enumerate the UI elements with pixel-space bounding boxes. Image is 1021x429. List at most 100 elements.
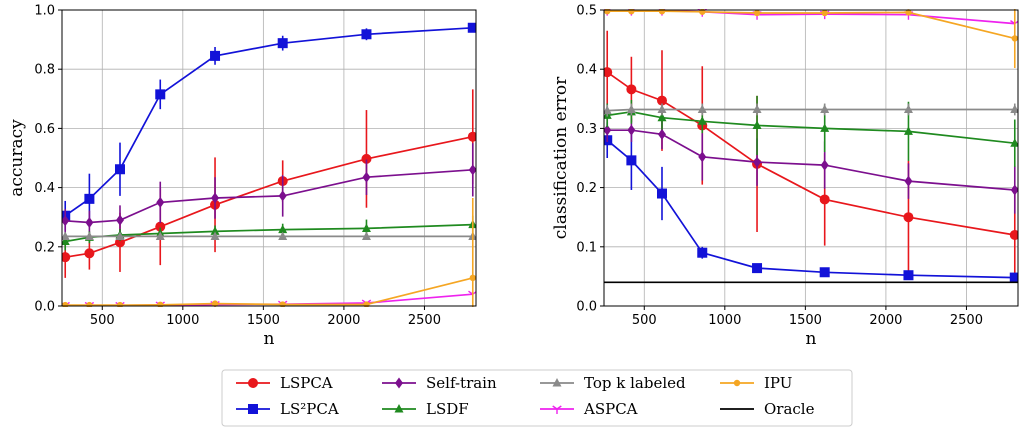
axes-frame (61, 9, 477, 307)
data-point (821, 9, 828, 17)
data-point (604, 9, 611, 15)
series-top-k-labeled (604, 103, 1018, 117)
series-line-top-k-labeled (607, 108, 1015, 112)
classification-error-chart: 500 1000 1500 2000 2500 0.0 0.1 0.2 0.3 0.4 0.5 n cl… (551, 4, 1019, 349)
data-point (697, 116, 707, 125)
data-point (84, 193, 95, 204)
data-point (903, 212, 914, 223)
x-tick-label: 1500 (247, 313, 280, 328)
data-point (84, 248, 95, 259)
data-point (626, 104, 636, 113)
series-lspca (62, 89, 476, 278)
grid (62, 9, 476, 307)
data-point (698, 151, 707, 163)
plot-area (604, 9, 1018, 284)
x-tick-label: 2500 (408, 313, 441, 328)
data-point (155, 221, 166, 232)
data-point (604, 124, 612, 136)
data-point (604, 135, 613, 146)
data-point (62, 215, 70, 227)
data-point (467, 22, 476, 33)
x-tick-label: 2500 (950, 313, 983, 328)
legend-item-lspca: LSPCA (236, 374, 333, 392)
legend-marker (395, 377, 403, 389)
data-point (753, 9, 761, 17)
data-point (157, 301, 164, 307)
legend-box (221, 369, 853, 427)
data-point (62, 252, 71, 263)
data-point (62, 236, 70, 245)
y-axis-title: accuracy (7, 119, 27, 197)
data-point (210, 50, 221, 61)
legend-label: IPU (764, 374, 792, 392)
data-point (277, 38, 288, 49)
series-ipu (604, 9, 1018, 69)
series-lsdf (604, 95, 1018, 167)
series-ls2pca (604, 122, 1018, 283)
y-tick-label: 0.6 (34, 122, 55, 137)
legend-item-self-train: Self-train (382, 374, 497, 392)
data-point (657, 112, 667, 122)
data-point (626, 155, 637, 166)
data-point (279, 301, 286, 307)
y-tick-label: 0.1 (576, 240, 597, 255)
legend-marker (248, 404, 258, 414)
data-point (363, 301, 370, 307)
y-tick-label: 0.0 (576, 300, 597, 315)
y-tick-label: 0.5 (576, 4, 597, 19)
data-point (278, 231, 288, 240)
data-point (656, 188, 667, 199)
series-top-k-labeled (62, 231, 476, 240)
data-point (155, 231, 165, 240)
legend-marker (552, 405, 562, 414)
legend-marker (552, 378, 562, 387)
y-tick-label: 0.2 (34, 240, 55, 255)
series-line-self-train (607, 129, 1015, 191)
data-point (155, 89, 166, 100)
y-tick-label: 0.4 (576, 63, 597, 78)
legend-item-ipu: IPU (720, 374, 792, 392)
data-point (820, 159, 829, 171)
data-point (752, 104, 762, 113)
x-tick-label: 500 (632, 313, 657, 328)
data-point (752, 120, 762, 129)
x-axis-title: n (264, 329, 275, 349)
series-line-lsdf (607, 110, 1015, 145)
x-tick-label: 1000 (708, 313, 741, 328)
legend-label: Oracle (764, 400, 815, 418)
data-point (116, 301, 124, 307)
y-tick-label: 1.0 (34, 4, 55, 19)
axes-frame (603, 9, 1019, 307)
data-point (467, 131, 476, 142)
data-point (278, 224, 288, 234)
data-point (697, 104, 707, 113)
legend: LSPCA LS²PCA Self-train LSDF Top k labeled AS… (221, 369, 853, 427)
series-aspca (62, 290, 476, 307)
data-point (1009, 229, 1018, 240)
data-point (1010, 184, 1018, 196)
series-line-lsdf (65, 223, 473, 243)
data-point (62, 231, 70, 240)
plot-area (62, 22, 476, 307)
series-line-self-train (65, 168, 473, 224)
legend-item-ls2pca: LS²PCA (236, 400, 339, 418)
data-point (752, 263, 763, 274)
y-axis-title: classification error (551, 76, 571, 239)
data-point (753, 156, 762, 168)
series-line-ls2pca (606, 139, 1015, 279)
data-point (657, 128, 666, 140)
grid (604, 9, 1018, 307)
data-point (468, 164, 476, 176)
x-tick-label: 2000 (869, 313, 902, 328)
data-point (278, 190, 287, 202)
data-point (658, 9, 666, 15)
legend-marker (248, 378, 258, 388)
legend-item-top-k-labeled: Top k labeled (540, 374, 686, 392)
series-self-train (62, 143, 476, 235)
legend-label: LSPCA (280, 374, 333, 392)
y-tick-label: 0.4 (34, 181, 55, 196)
data-point (62, 210, 71, 221)
data-point (211, 300, 219, 307)
legend-label: LSDF (426, 400, 469, 418)
